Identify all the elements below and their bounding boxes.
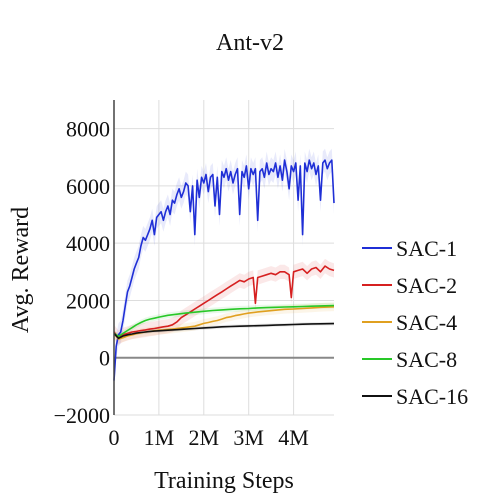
legend-label-sac-16: SAC-16 <box>396 384 468 409</box>
band-sac-16 <box>114 321 334 340</box>
y-tick-label-3: 4000 <box>66 231 110 256</box>
series-line-sac-16 <box>113 322 335 340</box>
grid <box>114 100 334 416</box>
series-line-sac-8 <box>113 304 335 338</box>
x-tick-label-3: 3M <box>233 425 264 450</box>
y-tick-label-1: 0 <box>99 346 110 371</box>
y-axis-label: Avg. Reward <box>8 207 34 333</box>
legend: SAC-1 SAC-2 SAC-4 SAC-8 SAC-16 <box>362 236 468 409</box>
x-tick-label-0: 0 <box>109 425 120 450</box>
legend-label-sac-8: SAC-8 <box>396 347 457 372</box>
band-sac-4 <box>114 302 334 344</box>
series-line-sac-2 <box>113 265 335 339</box>
y-tick-label-2: 2000 <box>66 288 110 313</box>
x-tick-label-1: 1M <box>144 425 175 450</box>
legend-label-sac-4: SAC-4 <box>396 310 457 335</box>
band-sac-2 <box>114 258 334 345</box>
y-tick-label-5: 8000 <box>66 117 110 142</box>
x-axis-label: Training Steps <box>154 468 294 494</box>
x-tick-label-4: 4M <box>278 425 309 450</box>
series-line-sac-1 <box>113 159 335 381</box>
chart-title: Ant-v2 <box>216 30 284 56</box>
x-tick-label-2: 2M <box>189 425 220 450</box>
y-tick-label-4: 6000 <box>66 174 110 199</box>
legend-label-sac-1: SAC-1 <box>396 236 457 261</box>
y-tick-label-0: −2000 <box>54 403 110 428</box>
legend-label-sac-2: SAC-2 <box>396 273 457 298</box>
series-lines <box>113 159 335 381</box>
